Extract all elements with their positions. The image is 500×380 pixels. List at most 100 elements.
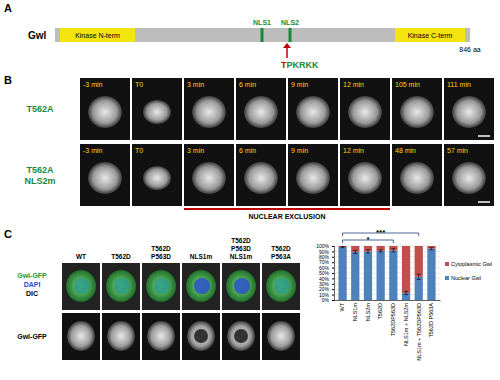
panel-label: B bbox=[4, 74, 12, 86]
grid-line bbox=[334, 256, 440, 257]
category-label: T562D bbox=[377, 303, 383, 320]
image bbox=[222, 263, 260, 310]
column-label-line: T562D bbox=[271, 245, 291, 252]
bar-chart: 0%10%20%30%40%50%60%70%80%90%100%WTNLS1m… bbox=[316, 228, 492, 361]
cell bbox=[143, 100, 171, 124]
tick-label: 60% bbox=[319, 265, 330, 271]
significance-label: *** bbox=[376, 228, 386, 237]
tick: T562D P563A bbox=[428, 300, 434, 338]
tick-label: 10% bbox=[319, 292, 330, 298]
frame bbox=[184, 78, 234, 140]
tick-mark bbox=[332, 262, 334, 263]
protein-bar bbox=[55, 28, 470, 42]
cell bbox=[348, 96, 382, 128]
error-bar bbox=[366, 250, 370, 253]
bar-segment bbox=[364, 251, 372, 300]
frame bbox=[444, 78, 494, 140]
domain-label: Kinase N-term bbox=[75, 32, 120, 39]
time-label: 6 min bbox=[239, 81, 256, 88]
bar-segment bbox=[338, 246, 346, 247]
image bbox=[182, 313, 220, 360]
category-label: NLS1m + T562DP563D bbox=[415, 303, 421, 361]
image bbox=[262, 313, 300, 360]
cell bbox=[296, 96, 330, 128]
cell bbox=[226, 270, 256, 302]
image bbox=[102, 263, 140, 310]
cell bbox=[227, 321, 255, 351]
frame bbox=[340, 144, 390, 206]
tick-mark bbox=[332, 246, 334, 247]
bar-segment bbox=[415, 277, 423, 300]
motif-label: NLS2 bbox=[281, 19, 299, 26]
row-label: T562ANLS2m bbox=[24, 165, 55, 186]
tick-label: 100% bbox=[316, 243, 329, 249]
error-bar bbox=[417, 274, 421, 279]
tick: NLS1m + NLS2m bbox=[403, 300, 409, 346]
tick: 40% bbox=[319, 276, 334, 282]
row-label-line: NLS2m bbox=[24, 176, 55, 186]
cell bbox=[296, 162, 330, 194]
axis-line bbox=[335, 300, 441, 301]
frame bbox=[392, 78, 442, 140]
grid-line bbox=[334, 289, 440, 290]
error-bar bbox=[379, 250, 383, 252]
cell bbox=[186, 270, 216, 302]
grid-line bbox=[334, 262, 440, 263]
time-label: 48 min bbox=[395, 147, 416, 154]
bar-segment bbox=[377, 251, 385, 300]
bar-segment bbox=[427, 249, 435, 300]
row-label-line: T562A bbox=[26, 165, 54, 175]
tick: NLS1m + T562DP563D bbox=[415, 300, 421, 361]
channel-label: DIC bbox=[26, 290, 38, 297]
grid-line bbox=[334, 278, 440, 279]
tick-mark bbox=[332, 284, 334, 285]
bar-segment bbox=[351, 252, 359, 300]
frame bbox=[340, 78, 390, 140]
site-motif: PKRKK bbox=[287, 60, 320, 70]
scale-bar bbox=[478, 135, 490, 137]
frame bbox=[132, 144, 182, 206]
plot-background bbox=[334, 246, 440, 300]
cell bbox=[107, 321, 135, 351]
image bbox=[102, 313, 140, 360]
motif-label: NLS1 bbox=[253, 19, 271, 26]
error-bar bbox=[341, 247, 345, 248]
tick: 20% bbox=[319, 286, 334, 292]
panel-label: A bbox=[4, 2, 12, 14]
time-label: 12 min bbox=[343, 81, 364, 88]
cell bbox=[244, 96, 278, 128]
legend-label: Nuclear Gwl bbox=[451, 275, 481, 281]
column-label-line: P563D bbox=[151, 253, 171, 260]
cell bbox=[67, 321, 95, 351]
channel-label: DAPI bbox=[24, 281, 41, 288]
column-label: T562DP563A bbox=[271, 245, 291, 260]
error-bar bbox=[391, 249, 395, 252]
nucleus bbox=[114, 278, 130, 294]
x-axis: WTNLS1mNLS2mT562DT562DP563DNLS1m + NLS2m… bbox=[335, 300, 441, 361]
column-label-line: NLS1m bbox=[230, 253, 253, 260]
image bbox=[62, 263, 100, 310]
column-label-line: P563A bbox=[271, 253, 291, 260]
tick-mark bbox=[332, 295, 334, 296]
significance-label: * bbox=[366, 235, 370, 244]
domain-diagram: GwlKinase N-termKinase C-termNLS1NLS2846… bbox=[28, 19, 481, 70]
tick: 80% bbox=[319, 254, 334, 260]
column-label: WT bbox=[76, 253, 86, 260]
bar-segment bbox=[402, 246, 410, 293]
frame bbox=[80, 144, 130, 206]
grid-line bbox=[334, 273, 440, 274]
tick-label: 80% bbox=[319, 254, 330, 260]
frame bbox=[444, 144, 494, 206]
time-label: 105 min bbox=[395, 81, 420, 88]
legend-label: Cytoplasmic Gwl bbox=[451, 261, 492, 267]
cell bbox=[143, 166, 171, 190]
tick: 90% bbox=[319, 249, 334, 255]
cell bbox=[452, 96, 486, 128]
panel-label: C bbox=[4, 228, 12, 240]
frame bbox=[184, 144, 234, 206]
cell bbox=[192, 96, 226, 128]
nucleus bbox=[154, 278, 170, 294]
tick: 30% bbox=[319, 281, 334, 287]
protein-name: Gwl bbox=[28, 30, 47, 41]
kinase-domain bbox=[60, 28, 135, 42]
